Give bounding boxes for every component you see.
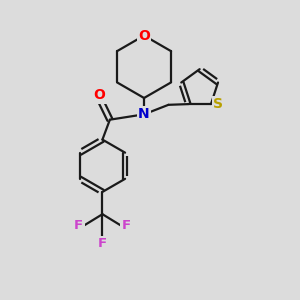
Text: F: F [74,219,83,232]
Text: F: F [122,219,131,232]
Text: F: F [98,237,107,250]
Text: N: N [138,107,150,121]
Text: S: S [213,97,224,111]
Text: O: O [138,28,150,43]
Text: O: O [94,88,105,102]
